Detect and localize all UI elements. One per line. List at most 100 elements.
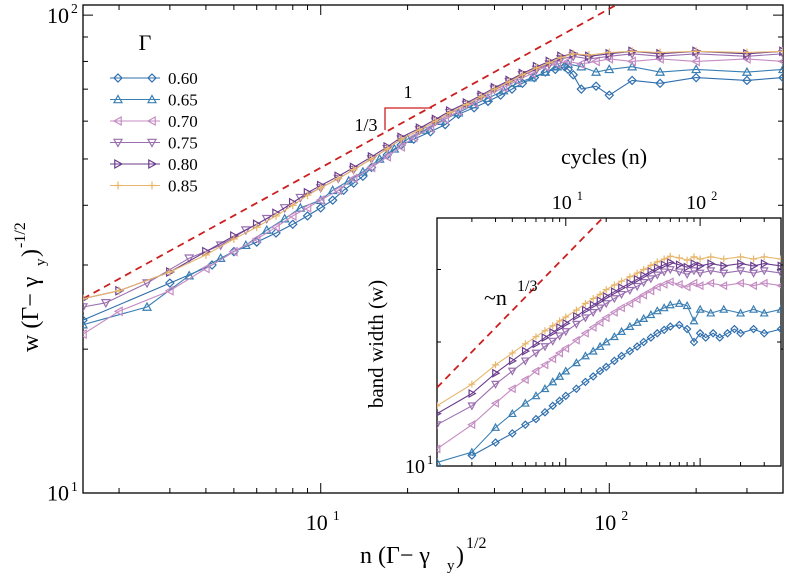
plot-area (437, 218, 781, 466)
data-point (652, 282, 661, 292)
data-point (252, 223, 261, 232)
data-point (302, 202, 312, 213)
data-point (627, 75, 637, 86)
data-point (610, 356, 619, 366)
x-axis-label-exp: 1/2 (466, 535, 486, 552)
data-point (83, 303, 89, 313)
data-point (777, 58, 783, 65)
data-point (633, 269, 641, 277)
data-point (695, 328, 705, 338)
data-point (315, 203, 326, 213)
data-point (508, 356, 518, 366)
data-point (609, 295, 619, 304)
data-point (625, 346, 635, 356)
data-point (646, 309, 656, 319)
data-point (605, 48, 614, 57)
data-point (625, 321, 635, 330)
legend-marker (113, 73, 123, 83)
data-point (467, 451, 477, 460)
data-point (659, 303, 669, 312)
data-point (532, 333, 540, 341)
data-point (568, 69, 579, 80)
data-point (492, 361, 500, 369)
data-point (695, 269, 705, 278)
power-law-exp: 1/3 (517, 278, 537, 295)
x-tick-label-exp: 2 (621, 508, 628, 523)
data-point (83, 319, 89, 329)
data-point (749, 324, 758, 334)
data-point (512, 75, 522, 86)
data-point (589, 300, 598, 310)
data-point (777, 255, 781, 263)
data-point (251, 234, 261, 245)
x-tick-label: 10 (686, 192, 706, 214)
data-point (776, 283, 781, 289)
data-point (652, 328, 662, 338)
y-tick-label: 10 (405, 456, 425, 478)
slope-rise-label: 1/3 (354, 115, 377, 135)
y-tick-label-exp: 1 (427, 453, 433, 467)
data-point (719, 304, 729, 313)
data-point (689, 267, 699, 276)
data-point (735, 278, 744, 288)
data-point (545, 58, 554, 67)
data-point (540, 66, 551, 76)
data-point (759, 267, 769, 276)
data-point (682, 270, 692, 280)
y-tick-label-exp: 2 (71, 1, 78, 16)
data-point (287, 210, 297, 221)
data-point (492, 368, 501, 378)
data-point (707, 253, 715, 261)
y-axis-label: w (Γ− γ y)-1/2 (12, 222, 49, 352)
legend-label: 0.80 (168, 155, 198, 174)
data-point (571, 358, 581, 367)
data-point (395, 141, 405, 152)
data-point (659, 268, 669, 277)
data-point (695, 304, 705, 313)
data-point (555, 371, 565, 380)
data-point (595, 318, 604, 328)
legend-title: Γ (139, 30, 152, 55)
data-point (540, 360, 549, 370)
data-point (490, 398, 499, 408)
data-point (760, 259, 769, 269)
data-point (549, 322, 557, 330)
data-point (653, 258, 661, 266)
data-point (531, 391, 541, 400)
data-point (437, 444, 441, 454)
data-point (505, 77, 514, 86)
data-point (521, 346, 531, 356)
data-point (83, 329, 87, 340)
data-point (689, 316, 699, 325)
inset-y-axis-label-text: band width (w) (364, 280, 388, 408)
data-point (228, 246, 238, 257)
x-tick-label: 10 (552, 192, 572, 214)
series-line-0.65 (437, 302, 781, 464)
data-point (580, 351, 590, 360)
data-point (415, 125, 424, 134)
data-point (588, 346, 598, 355)
data-point (468, 388, 477, 398)
data-point (531, 366, 540, 376)
series-line-0.70 (437, 281, 781, 450)
slope-triangle-lines (384, 107, 432, 130)
data-point (588, 372, 598, 381)
data-point (83, 315, 88, 325)
y-axis-label-close: ) (18, 249, 44, 257)
data-point (632, 317, 642, 326)
data-point (653, 263, 663, 273)
y-tick-label: 10 (47, 481, 69, 506)
data-point (742, 75, 752, 86)
data-point (315, 194, 326, 204)
data-point (610, 281, 618, 289)
data-point (602, 286, 610, 294)
data-point (736, 308, 746, 317)
data-point (572, 306, 580, 314)
data-point (640, 271, 649, 281)
data-point (632, 282, 642, 292)
data-point (618, 283, 627, 293)
data-point (617, 351, 626, 361)
data-point (690, 259, 699, 269)
data-point (540, 407, 550, 417)
series-line-0.75 (437, 268, 781, 426)
